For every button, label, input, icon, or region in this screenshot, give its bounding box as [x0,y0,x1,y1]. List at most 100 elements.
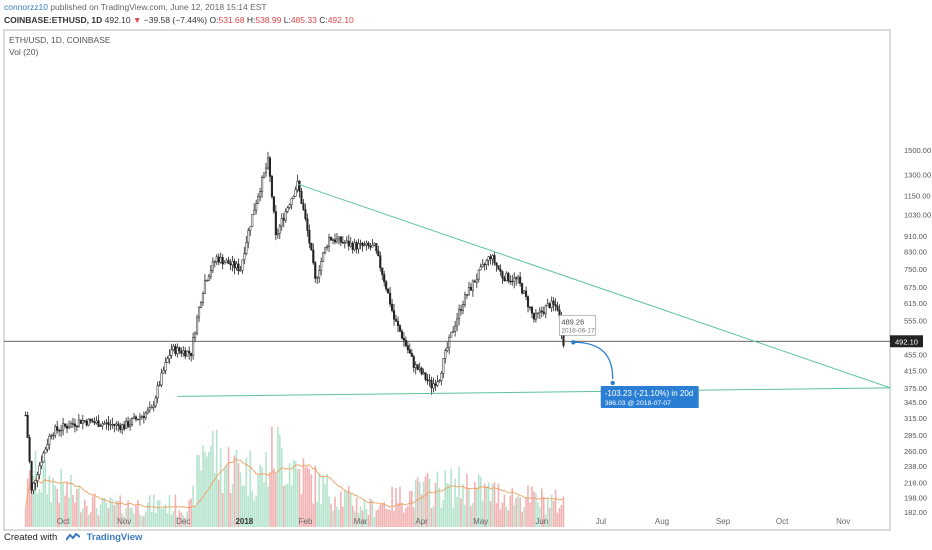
price-axis[interactable]: 1500.00 1300.00 1150.00 1030.00 910.00 830.00… [904,146,931,517]
candle-body [99,425,102,427]
volume-bar [385,508,387,527]
volume-bar [141,516,143,527]
candle-body [77,419,80,427]
trendline[interactable] [177,387,891,397]
candle-body [538,310,541,314]
time-axis[interactable]: Oct Nov Dec 2018 Feb Mar Apr May Jun Jul Aug Sep Oct… [57,517,850,526]
volume-bar [294,461,297,527]
candle-body [221,257,224,265]
candle-body [286,207,289,212]
volume-bar [523,507,525,527]
volume-bar [143,516,145,527]
candle-body [243,253,246,261]
candle-body [60,429,63,432]
trendline[interactable] [297,183,891,389]
volume-bar [438,487,441,527]
candle-body [493,255,496,264]
candle-body [186,350,189,357]
volume-bar [119,495,122,527]
candle-body [406,345,409,350]
projection-arrow[interactable] [573,341,614,379]
candle-body [67,426,71,429]
candle-body [119,425,122,430]
candle-body [479,266,482,271]
volume-bar [237,463,240,527]
volume-bar [204,451,206,527]
candle-body [341,241,344,244]
tradingview-logo-icon [65,532,80,541]
candle-body [375,243,378,252]
volume-bar [251,491,254,527]
candle-body [322,252,325,262]
volume-bar [412,507,415,527]
candle-body [495,262,498,266]
candle-body [97,420,100,427]
candle-body [408,349,411,354]
volume-bar [322,474,324,527]
time-tick-label: May [473,517,488,526]
volume-bar [448,483,451,527]
volume-bar [26,478,29,527]
volume-bar [212,431,214,527]
candle-body [268,157,271,177]
candle-body [28,437,31,462]
candle-body [73,423,76,427]
candle-body [333,239,337,243]
volume-bar [519,497,521,527]
candle-body [168,355,171,360]
last-price-badge [890,335,923,348]
candle-body [158,384,161,386]
publish-info: published on TradingView.com, June 12, 2… [50,2,267,12]
volume-bar [76,488,78,527]
candle-body [440,373,443,381]
candle-body [50,434,53,437]
volume-bar [135,505,137,527]
price-tick-label: 285.00 [904,431,927,440]
candle-body [176,347,179,355]
volume-bar [379,504,382,527]
projection-end-point [610,380,615,386]
volume-bar [259,464,261,527]
candle-body [454,325,457,332]
volume-bar [147,502,149,527]
volume-bar [521,511,523,527]
volume-bar [131,507,133,527]
volume-bar [66,481,68,527]
candle-body [58,429,61,432]
candle-body [211,261,214,271]
candle-body [461,304,465,311]
volume-bar [308,469,311,527]
price-tick-label: 1150.00 [904,192,931,201]
volume-bar [361,510,364,527]
volume-bar [373,516,376,527]
time-tick-label: Apr [415,517,428,526]
volume-bar [95,508,98,527]
volume-bar [44,459,47,527]
volume-bar [377,509,380,527]
volume-bar [243,485,246,527]
candle-body [233,260,236,269]
candle-body [34,480,37,484]
candle-body [471,280,474,291]
candle-body [270,176,273,197]
tradingview-brand-link[interactable]: TradingView [86,532,143,543]
candle-body [251,214,254,227]
volume-bar [517,495,519,527]
author-link[interactable]: connorzz10 [4,2,48,12]
volume-bar [316,501,319,527]
candle-body [396,321,400,326]
volume-bar [85,505,88,527]
volume-bar [62,483,64,527]
candle-body [475,278,478,283]
candle-body [448,337,451,348]
candle-body [542,311,545,314]
candle-body [483,263,486,266]
last-price: 492.10 [104,15,131,25]
volume-bar [371,499,374,527]
candle-body [199,302,203,308]
close-value: 492.10 [327,15,354,25]
candle-body [26,414,29,438]
volume-bar [215,429,218,527]
